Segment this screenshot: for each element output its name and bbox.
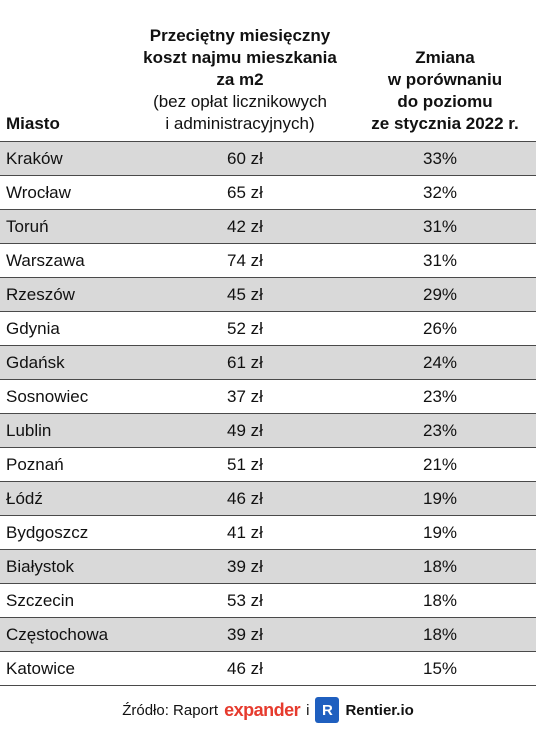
header-price-line: za m2 [216,70,264,89]
source-label: Źródło: Raport [122,701,219,719]
change-cell: 29% [422,285,458,304]
table-row: Lublin 49 zł 23% [0,413,536,447]
change-cell: 33% [422,149,458,168]
rentier-logo-icon: R [315,697,340,723]
city-cell: Warszawa [6,251,85,270]
header-price-line: koszt najmu mieszkania [143,48,337,67]
city-cell: Toruń [6,217,49,236]
header-change-line: w porównaniu [387,70,503,89]
change-cell: 19% [422,489,458,508]
city-cell: Białystok [6,557,75,576]
city-cell: Katowice [6,659,75,678]
table-bottom-border [0,685,536,686]
header-change-line: do poziomu [397,92,493,111]
city-cell: Gdańsk [6,353,65,372]
city-cell: Poznań [6,455,64,474]
city-cell: Sosnowiec [6,387,89,406]
table-row: Rzeszów 45 zł 29% [0,277,536,311]
price-cell: 42 zł [227,217,263,236]
change-cell: 23% [422,387,458,406]
price-cell: 45 zł [227,285,263,304]
table-row: Gdynia 52 zł 26% [0,311,536,345]
change-cell: 18% [422,557,458,576]
price-cell: 37 zł [227,387,263,406]
price-cell: 65 zł [227,183,263,202]
city-cell: Lublin [6,421,52,440]
city-cell: Bydgoszcz [6,523,89,542]
price-cell: 61 zł [227,353,263,372]
change-cell: 23% [422,421,458,440]
change-cell: 31% [422,217,458,236]
expander-logo: expander [224,699,301,720]
table-row: Gdańsk 61 zł 24% [0,345,536,379]
header-change-line: Zmiana [415,48,475,67]
header-city: Miasto [6,114,60,133]
city-cell: Kraków [6,149,63,168]
table-row: Warszawa 74 zł 31% [0,243,536,277]
price-cell: 39 zł [227,625,263,644]
price-cell: 60 zł [227,149,263,168]
change-cell: 19% [422,523,458,542]
table-row: Bydgoszcz 41 zł 19% [0,515,536,549]
price-cell: 53 zł [227,591,263,610]
change-cell: 18% [422,625,458,644]
change-cell: 15% [422,659,458,678]
price-cell: 51 zł [227,455,263,474]
price-cell: 46 zł [227,659,263,678]
table-row: Poznań 51 zł 21% [0,447,536,481]
header-price: Przeciętny miesięczny koszt najmu mieszk… [105,25,375,135]
change-cell: 26% [422,319,458,338]
city-cell: Rzeszów [6,285,75,304]
price-cell: 52 zł [227,319,263,338]
header-change: Zmiana w porównaniu do poziomu ze styczn… [345,47,536,135]
connector-text: i [306,701,310,719]
price-cell: 46 zł [227,489,263,508]
table-row: Katowice 46 zł 15% [0,651,536,685]
table-body: Kraków 60 zł 33% Wrocław 65 zł 32% Toruń 42 zł 3… [0,141,536,686]
table-row: Szczecin 53 zł 18% [0,583,536,617]
change-cell: 24% [422,353,458,372]
table-row: Sosnowiec 37 zł 23% [0,379,536,413]
change-cell: 32% [422,183,458,202]
table-row: Białystok 39 zł 18% [0,549,536,583]
price-cell: 39 zł [227,557,263,576]
header-price-line: Przeciętny miesięczny [149,26,331,45]
rentier-brand: Rentier.io [345,701,414,719]
price-cell: 49 zł [227,421,263,440]
change-cell: 21% [422,455,458,474]
price-cell: 74 zł [227,251,263,270]
table-row: Wrocław 65 zł 32% [0,175,536,209]
rent-table: Miasto Przeciętny miesięczny koszt najmu… [0,0,536,686]
city-cell: Łódź [6,489,43,508]
header-price-note: (bez opłat licznikowych [153,92,327,111]
city-cell: Szczecin [6,591,75,610]
city-cell: Wrocław [6,183,71,202]
price-cell: 41 zł [227,523,263,542]
header-change-line: ze stycznia 2022 r. [371,114,519,133]
city-cell: Gdynia [6,319,60,338]
table-row: Częstochowa 39 zł 18% [0,617,536,651]
table-row: Łódź 46 zł 19% [0,481,536,515]
source-footer: Źródło: Raport expander i R Rentier.io [0,692,536,728]
city-cell: Częstochowa [6,625,109,644]
change-cell: 18% [422,591,458,610]
table-row: Kraków 60 zł 33% [0,141,536,175]
table-header: Miasto Przeciętny miesięczny koszt najmu… [0,0,536,141]
header-price-note: i administracyjnych) [165,114,315,133]
change-cell: 31% [422,251,458,270]
table-row: Toruń 42 zł 31% [0,209,536,243]
